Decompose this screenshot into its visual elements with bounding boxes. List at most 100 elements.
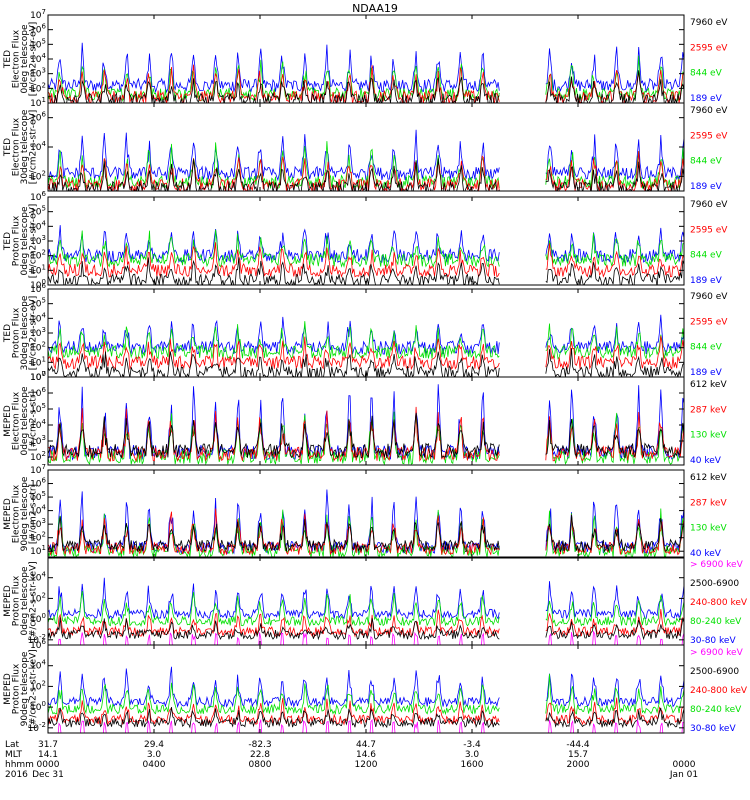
y-tick-label: 106: [30, 386, 46, 399]
series-green: [48, 411, 684, 465]
legend-entry: 2500-6900: [690, 579, 739, 589]
y-tick-label: 10-2: [28, 633, 46, 646]
series-black: [48, 412, 684, 459]
legend-entry: 7960 eV: [690, 18, 728, 28]
y-axis-label: 30deg telescope: [20, 295, 30, 370]
axis-tick-value: 22.8: [250, 750, 270, 760]
axis-tick-value: 31.7: [38, 740, 58, 750]
y-axis-label: [#/cm2-s-str-eV]: [29, 110, 39, 185]
y-tick-label: 102: [30, 591, 46, 604]
series-green: [48, 590, 684, 627]
legend-entry: 612 keV: [690, 380, 727, 390]
y-tick-label: 104: [30, 571, 46, 584]
legend-entry: 30-80 keV: [690, 636, 736, 646]
y-axis-label: MEPED: [3, 405, 13, 437]
plot-area: [48, 577, 684, 645]
legend-entry: 844 eV: [690, 69, 723, 79]
y-axis-label: 90deg telescope: [20, 476, 30, 551]
y-tick-label: 10-2: [28, 721, 46, 734]
legend-entry: 2500-6900: [690, 667, 739, 677]
series-black: [48, 707, 684, 729]
axis-tick-value: 14.6: [356, 750, 376, 760]
legend-entry: 7960 eV: [690, 200, 728, 210]
axis-tick-value: 44.7: [356, 740, 376, 750]
y-axis-label: [#/cm2-s-str-eV]: [29, 22, 39, 97]
y-tick-label: 100: [30, 370, 46, 383]
series-green: [48, 673, 684, 716]
y-tick-label: 104: [30, 504, 46, 517]
y-tick-label: 102: [30, 169, 46, 182]
series-green: [48, 141, 684, 191]
y-tick-label: 103: [30, 326, 46, 339]
page-title: NDAA19: [352, 2, 398, 15]
y-axis-label: MEPED: [3, 498, 13, 530]
axis-tick-value: -82.3: [248, 740, 271, 750]
y-axis-label: 0deg telescope: [20, 566, 30, 636]
y-tick-label: 104: [30, 140, 46, 153]
y-tick-label: 101: [30, 544, 46, 557]
legend-entry: 189 eV: [690, 94, 723, 104]
legend-entry: 240-800 keV: [690, 686, 748, 696]
y-tick-label: 104: [30, 311, 46, 324]
legend-entry: > 6900 keV: [690, 560, 744, 570]
y-axis-label: Electron Flux: [12, 484, 22, 543]
legend-entry: 2595 eV: [690, 225, 728, 235]
axis-tick-value: Dec 31: [32, 770, 64, 780]
y-axis-label: [#/cm2-s-str-keV]: [29, 561, 39, 640]
y-axis-label: Proton Flux: [12, 663, 22, 714]
y-tick-label: 105: [30, 490, 46, 503]
legend-entry: 2595 eV: [690, 317, 728, 327]
y-tick-label: 104: [30, 219, 46, 232]
y-axis-label: [#/cm2-s-str-eV]: [29, 204, 39, 279]
y-tick-label: 102: [30, 81, 46, 94]
series-red: [48, 242, 684, 279]
series-blue: [48, 42, 684, 94]
legend-entry: 189 eV: [690, 368, 723, 378]
y-tick-label: 106: [30, 23, 46, 36]
y-axis-label: MEPED: [3, 585, 13, 617]
y-tick-label: 106: [30, 638, 46, 651]
plot-area: [48, 129, 684, 191]
axis-tick-value: 0000: [673, 760, 696, 770]
axis-row-label: 2016: [5, 770, 28, 780]
legend-entry: 40 keV: [690, 549, 722, 559]
y-tick-label: 102: [30, 679, 46, 692]
y-tick-label: 101: [30, 355, 46, 368]
legend-entry: 189 eV: [690, 182, 723, 192]
y-tick-label: 106: [30, 477, 46, 490]
plot-area: [48, 225, 684, 285]
y-tick-label: 107: [30, 8, 46, 21]
y-axis-label: [#/cm2-s-str]: [29, 391, 39, 451]
series-black: [48, 617, 684, 641]
plot-area: [48, 384, 684, 465]
y-tick-label: 102: [30, 341, 46, 354]
y-tick-label: 102: [30, 450, 46, 463]
y-axis-label: TED: [3, 232, 13, 251]
series-magenta: [57, 630, 684, 645]
axis-row-label: MLT: [5, 750, 23, 760]
series-blue: [48, 489, 684, 555]
y-axis-label: 0deg telescope: [20, 386, 30, 456]
series-blue: [48, 129, 684, 182]
axis-tick-value: 1600: [461, 760, 484, 770]
y-tick-label: 101: [30, 263, 46, 276]
series-red: [48, 64, 684, 103]
y-axis-label: TED: [3, 50, 13, 69]
y-tick-label: 106: [30, 111, 46, 124]
series-blue: [48, 314, 684, 356]
y-tick-label: 103: [30, 234, 46, 247]
axis-tick-value: 29.4: [144, 740, 164, 750]
legend-entry: 189 eV: [690, 276, 723, 286]
legend-entry: 130 keV: [690, 431, 727, 441]
y-axis-label: [#/cm2-s-str]: [29, 484, 39, 544]
legend-entry: 2595 eV: [690, 131, 728, 141]
axis-row-label: hhmm: [5, 760, 34, 770]
y-tick-label: 106: [30, 190, 46, 203]
axis-tick-value: -44.4: [566, 740, 590, 750]
legend-entry: 2595 eV: [690, 43, 728, 53]
